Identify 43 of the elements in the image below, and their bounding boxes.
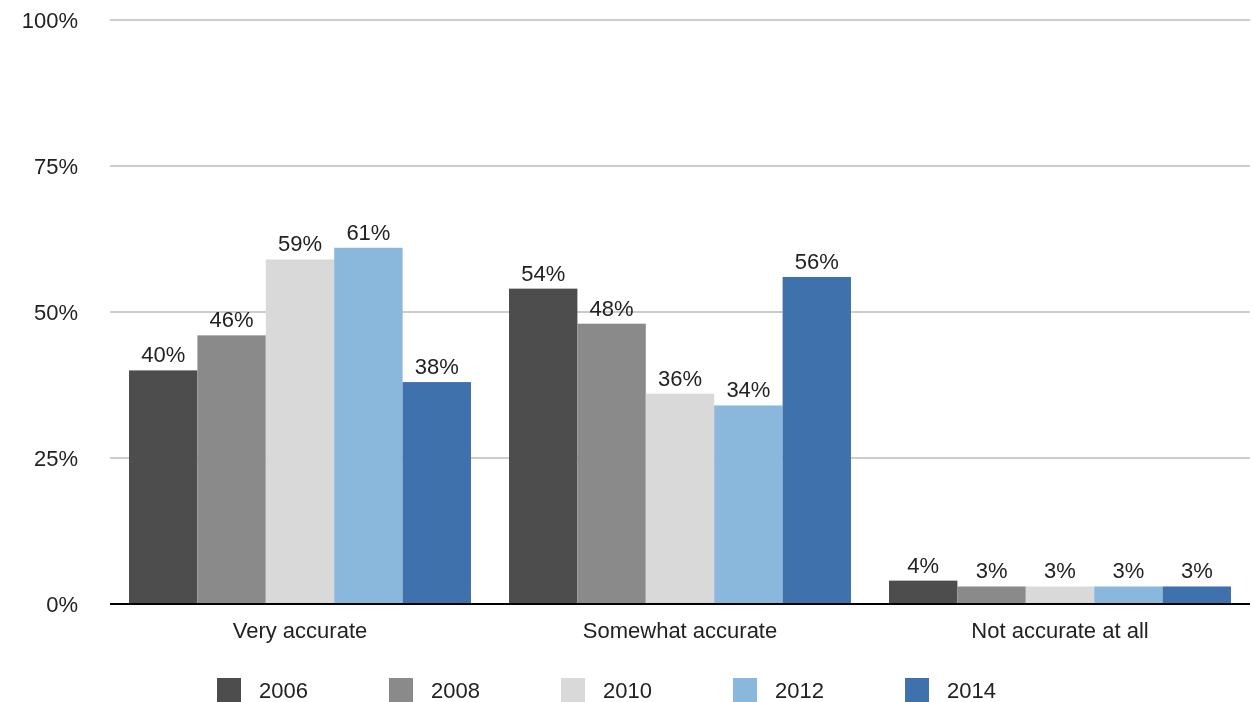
data-label: 54%: [521, 260, 566, 286]
x-tick-label: Very accurate: [232, 618, 368, 643]
data-label: 3%: [975, 558, 1008, 584]
legend-label: 2014: [947, 677, 996, 702]
data-label: 48%: [589, 295, 634, 321]
bar: [1094, 586, 1163, 604]
bar: [645, 393, 715, 604]
bar: [509, 288, 578, 604]
x-tick-label: Not accurate at all: [971, 618, 1149, 643]
legend-label: 2010: [603, 677, 652, 702]
data-label: 3%: [1112, 558, 1145, 584]
bar: [889, 580, 958, 604]
bar: [402, 382, 471, 604]
bar: [265, 259, 335, 604]
data-label: 56%: [794, 248, 839, 274]
data-label: 61%: [346, 219, 391, 245]
x-tick-label: Somewhat accurate: [582, 618, 778, 643]
data-label: 4%: [907, 552, 940, 578]
data-label: 40%: [141, 342, 186, 368]
legend-label: 2008: [431, 677, 480, 702]
bar: [334, 247, 403, 604]
y-tick-label: 50%: [33, 299, 78, 325]
bar: [129, 370, 198, 604]
legend-label: 2012: [775, 677, 824, 702]
data-label: 59%: [277, 231, 323, 257]
data-label: 34%: [726, 377, 771, 403]
data-label: 36%: [657, 365, 703, 391]
data-label: 46%: [209, 307, 254, 333]
bar: [957, 586, 1026, 604]
bar: [1162, 586, 1231, 604]
bar: [197, 335, 266, 604]
bar: [577, 323, 646, 604]
y-tick-label: 75%: [33, 153, 78, 179]
y-tick-label: 100%: [21, 7, 78, 33]
bar: [714, 405, 783, 604]
legend-label: 2006: [259, 677, 308, 702]
bar: [1025, 586, 1095, 604]
bar: [782, 276, 851, 604]
data-label: 3%: [1180, 558, 1213, 584]
data-label: 38%: [414, 354, 459, 380]
y-tick-label: 25%: [33, 445, 78, 471]
data-label: 3%: [1044, 558, 1076, 584]
y-tick-label: 0%: [46, 591, 78, 617]
